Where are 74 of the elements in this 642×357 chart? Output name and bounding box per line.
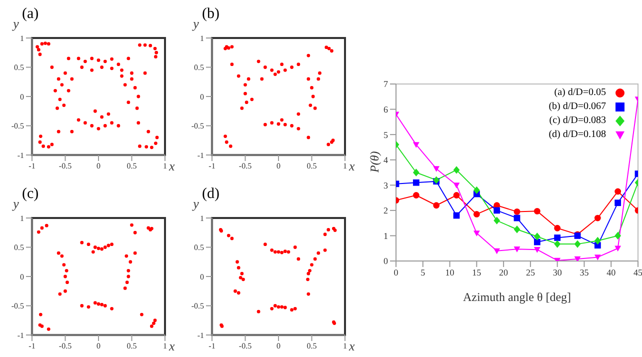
- x-tick-label: 15: [472, 267, 482, 278]
- y-axis-title: P(θ): [367, 151, 382, 174]
- legend-label: (a) d/D=0.05: [554, 86, 606, 100]
- x-tick-label: 0: [96, 162, 100, 171]
- y-tick-label: 4: [384, 155, 388, 166]
- y-axis-title: y: [191, 196, 200, 211]
- x-tick-label: 1: [163, 342, 167, 351]
- x-axis-title: x: [168, 158, 175, 174]
- legend-label: (b) d/D=0.067: [548, 100, 606, 114]
- y-tick-label: 0.5: [194, 63, 204, 72]
- chart-title: (d): [202, 186, 220, 203]
- y-tick-label: -1: [197, 150, 204, 160]
- x-axis-title: x: [348, 158, 355, 174]
- x-tick-label: -0.5: [58, 342, 72, 351]
- y-tick-label: 0.5: [194, 243, 204, 252]
- x-tick-label: 0: [96, 342, 100, 351]
- y-tick-label: 7: [384, 79, 388, 90]
- x-tick-label: 0: [394, 267, 399, 278]
- y-tick-label: 1: [200, 214, 204, 223]
- x-tick-label: 0.5: [306, 342, 317, 351]
- x-tick-label: -1: [208, 162, 216, 171]
- legend-label: (c) d/D=0.083: [549, 114, 606, 128]
- x-tick-label: -0.5: [58, 162, 72, 171]
- y-tick-label: 1: [200, 34, 204, 43]
- y-tick-label: 0.5: [14, 63, 24, 72]
- x-axis-title: Azimuth angle θ [deg]: [462, 290, 572, 304]
- chart-title: (a): [22, 6, 39, 23]
- y-tick-label: 0.5: [14, 243, 24, 252]
- y-tick-label: -1: [197, 330, 204, 340]
- x-tick-label: 45: [634, 267, 642, 278]
- y-tick-label: -1: [17, 150, 24, 160]
- x-axis-title: x: [348, 338, 355, 354]
- x-tick-label: 0.5: [306, 162, 317, 171]
- x-tick-label: 25: [526, 267, 536, 278]
- y-tick-label: 3: [384, 180, 388, 190]
- x-tick-label: 1: [163, 162, 167, 171]
- x-tick-label: -0.5: [238, 162, 252, 171]
- x-tick-label: 20: [499, 267, 509, 278]
- y-tick-label: 6: [384, 104, 388, 114]
- x-tick-label: 0: [276, 162, 280, 171]
- y-tick-label: 1: [20, 214, 24, 223]
- x-tick-label: 0.5: [126, 342, 137, 351]
- y-tick-label: 2: [384, 206, 388, 216]
- y-axis-title: y: [191, 16, 200, 31]
- y-tick-label: 5: [384, 130, 388, 140]
- chart-title: (c): [22, 186, 39, 203]
- x-tick-label: 10: [445, 267, 455, 278]
- x-tick-label: 1: [343, 162, 347, 171]
- y-tick-label: 0: [200, 92, 204, 102]
- x-tick-label: 0: [276, 342, 280, 351]
- x-tick-label: -1: [28, 162, 36, 171]
- y-tick-label: 0: [20, 92, 24, 102]
- x-tick-label: -1: [208, 342, 216, 351]
- x-tick-label: 1: [343, 342, 347, 351]
- chart-title: (b): [202, 6, 220, 23]
- y-tick-label: -0.5: [191, 122, 204, 131]
- x-axis-title: x: [168, 338, 175, 354]
- y-tick-label: -1: [17, 330, 24, 340]
- legend-label: (d) d/D=0.108: [548, 128, 606, 142]
- x-tick-label: 0.5: [126, 162, 137, 171]
- y-tick-label: -0.5: [191, 302, 204, 311]
- x-tick-label: 35: [580, 267, 590, 278]
- y-tick-label: -0.5: [11, 122, 24, 131]
- x-tick-label: 30: [552, 267, 562, 278]
- y-tick-label: -0.5: [11, 302, 24, 311]
- x-tick-label: -0.5: [238, 342, 252, 351]
- x-tick-label: 40: [606, 267, 616, 278]
- y-tick-label: 0: [384, 256, 388, 266]
- y-tick-label: 1: [20, 34, 24, 43]
- y-axis-title: y: [11, 16, 20, 31]
- y-axis-title: y: [11, 196, 20, 211]
- x-tick-label: 5: [420, 267, 426, 278]
- x-tick-label: -1: [28, 342, 36, 351]
- y-tick-label: 1: [384, 230, 388, 241]
